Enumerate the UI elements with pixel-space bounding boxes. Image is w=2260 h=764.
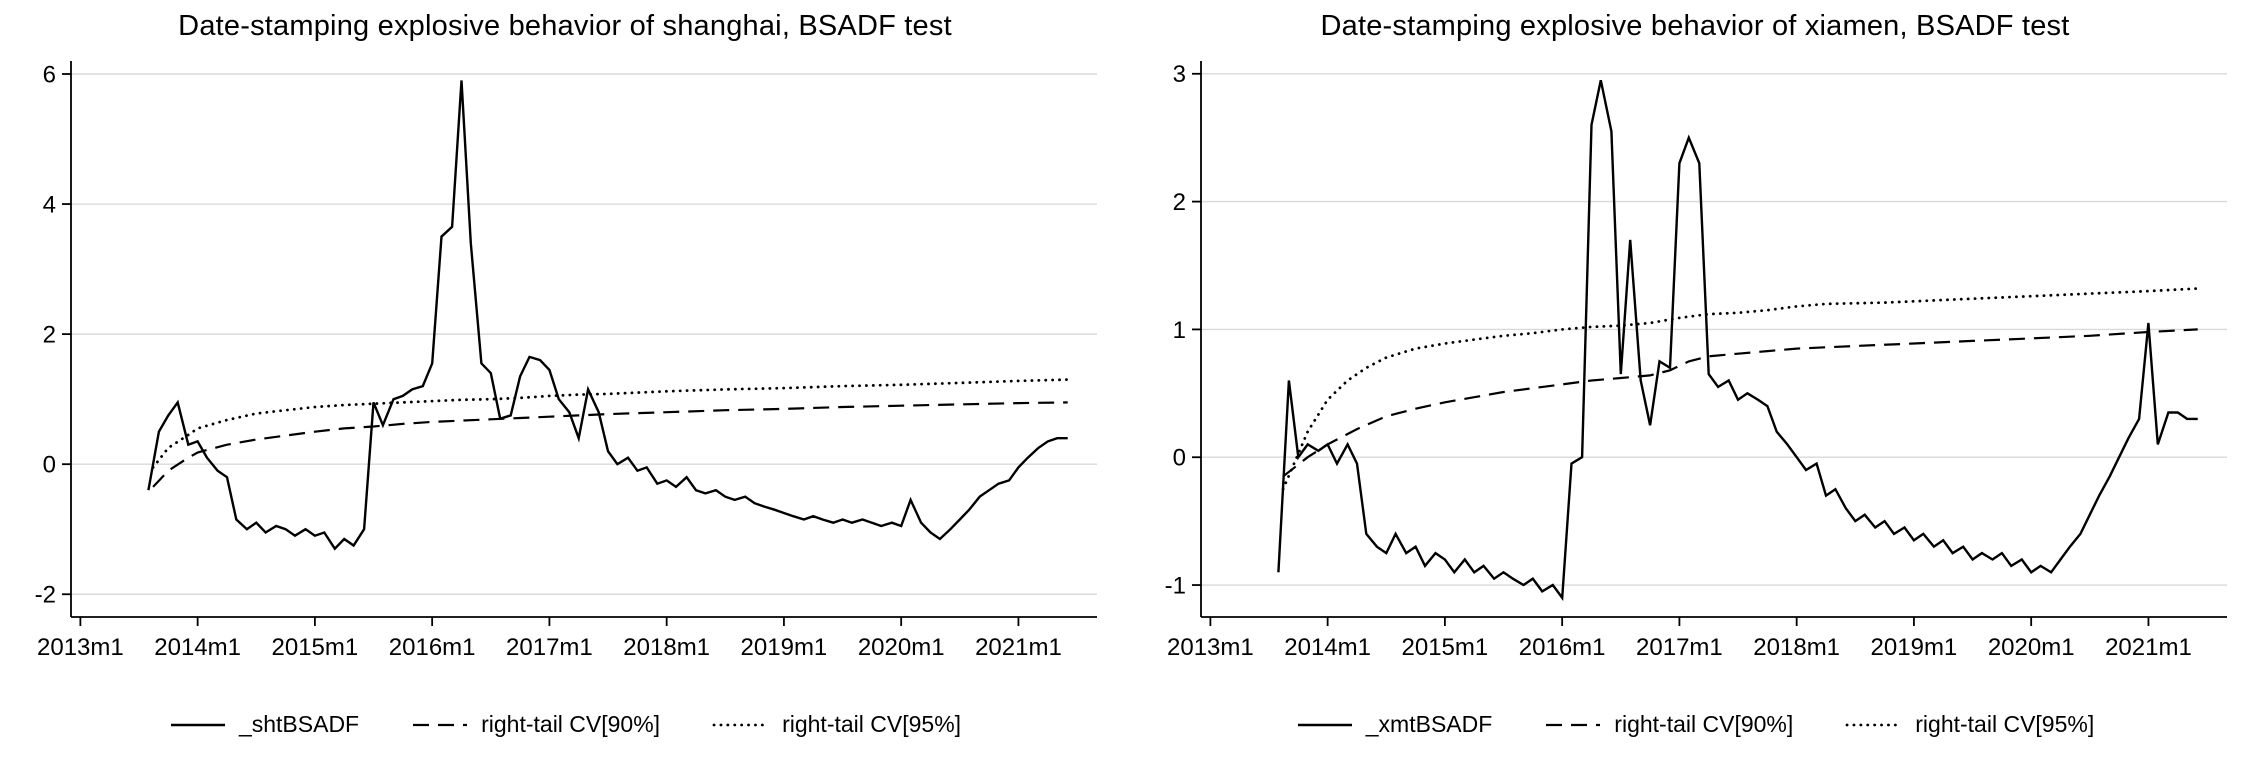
y-tick-label: 1 [1173, 317, 1186, 344]
legend-dotted-line-sample [712, 723, 770, 726]
legend-solid-line-sample [170, 723, 225, 726]
y-tick-label: -1 [1165, 572, 1186, 599]
xiamen-chart: Date-stamping explosive behavior of xiam… [1130, 0, 2260, 764]
x-tick-label: 2016m1 [1519, 634, 1606, 661]
y-tick-label: -2 [35, 582, 56, 609]
y-tick-label: 2 [43, 322, 56, 349]
x-tick-label: 2021m1 [975, 634, 1062, 661]
legend-label: right-tail CV[90%] [1614, 711, 1794, 737]
xiamen-chart-plot: -1 0 1 2 3 2013m1 2014m1 2015m1 2016m1 2017m1 2018… [1165, 61, 2227, 661]
legend-label: _xmtBSADF [1365, 711, 1493, 737]
y-tick-label: 0 [1173, 445, 1186, 472]
x-tick-label: 2018m1 [1753, 634, 1840, 661]
x-tick-label: 2019m1 [1871, 634, 1958, 661]
y-tick-label: 6 [43, 61, 56, 88]
shanghai-chart-legend: _shtBSADF right-tail CV[90%] right-tail CV… [169, 711, 961, 738]
y-tick-label: 2 [1173, 189, 1186, 216]
series-solid-line [147, 80, 1068, 551]
xiamen-chart-title: Date-stamping explosive behavior of xiam… [1320, 10, 2070, 42]
x-tick-label: 2013m1 [1167, 634, 1254, 661]
legend-item: right-tail CV[95%] [712, 711, 961, 738]
x-tick-label: 2014m1 [1284, 634, 1371, 661]
legend-item: right-tail CV[90%] [411, 711, 660, 738]
series-dashed-line [152, 401, 1068, 488]
series-dashed-line [1282, 328, 2198, 478]
legend-item: _shtBSADF [169, 711, 359, 738]
series-dotted-line [1281, 287, 2200, 491]
x-tick-label: 2017m1 [1636, 634, 1723, 661]
series-solid-line [1277, 79, 2198, 602]
x-tick-label: 2020m1 [858, 634, 945, 661]
xiamen-chart-legend: _xmtBSADF right-tail CV[90%] right-tail CV… [1296, 711, 2094, 738]
x-tick-label: 2015m1 [1402, 634, 1489, 661]
legend-label: right-tail CV[95%] [782, 711, 962, 737]
x-tick-label: 2019m1 [741, 634, 828, 661]
x-tick-label: 2017m1 [506, 634, 593, 661]
legend-item: right-tail CV[90%] [1544, 711, 1793, 738]
x-tick-label: 2016m1 [389, 634, 476, 661]
series-dotted-line [151, 378, 1070, 469]
x-tick-label: 2021m1 [2105, 634, 2192, 661]
legend-dashed-line-sample [413, 723, 468, 726]
shanghai-chart-title: Date-stamping explosive behavior of shan… [178, 10, 952, 42]
y-tick-label: 4 [43, 191, 56, 218]
legend-label: right-tail CV[90%] [481, 711, 661, 737]
y-tick-label: 0 [43, 452, 56, 479]
x-tick-label: 2013m1 [37, 634, 124, 661]
legend-item: _xmtBSADF [1296, 711, 1493, 738]
legend-dotted-line-sample [1845, 723, 1903, 726]
legend-label: right-tail CV[95%] [1915, 711, 2095, 737]
x-tick-label: 2018m1 [623, 634, 710, 661]
x-tick-label: 2020m1 [1988, 634, 2075, 661]
shanghai-chart-plot: -2 0 2 4 6 2013m1 2014m1 2015m1 2016m1 2017m1 2018… [35, 61, 1097, 661]
shanghai-chart: Date-stamping explosive behavior of shan… [35, 10, 1097, 738]
legend-dashed-line-sample [1546, 723, 1601, 726]
legend-item: right-tail CV[95%] [1845, 711, 2094, 738]
x-tick-label: 2014m1 [154, 634, 241, 661]
legend-label: _shtBSADF [238, 711, 360, 737]
legend-solid-line-sample [1297, 723, 1352, 726]
y-tick-label: 3 [1173, 61, 1186, 88]
x-tick-label: 2015m1 [272, 634, 359, 661]
